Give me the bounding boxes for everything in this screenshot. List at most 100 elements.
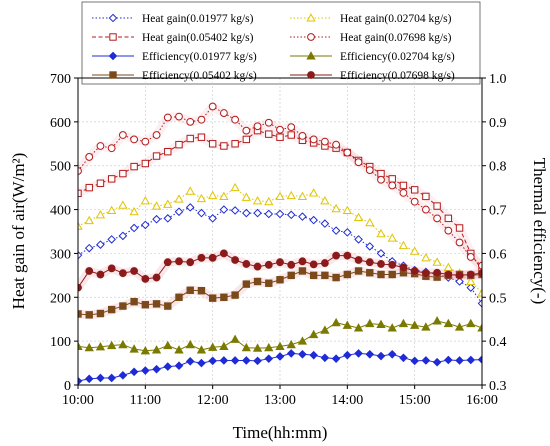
series-heat-gain-0-05402-kg-s-marker bbox=[455, 224, 464, 232]
series-efficiency-0-07698-kg-s-marker bbox=[85, 267, 94, 275]
series-heat-gain-0-07698-kg-s-marker bbox=[433, 214, 442, 223]
series-heat-gain-0-05402-kg-s-marker bbox=[208, 140, 217, 148]
series-heat-gain-0-07698-kg-s-marker bbox=[309, 135, 318, 144]
series-efficiency-0-01977-kg-s-marker bbox=[163, 362, 173, 371]
series-efficiency-0-02704-kg-s-marker bbox=[78, 341, 83, 350]
series-efficiency-0-02704-kg-s-marker bbox=[410, 320, 420, 329]
series-efficiency-0-02704-kg-s-marker bbox=[230, 334, 240, 343]
series-heat-gain-0-05402-kg-s-marker bbox=[85, 183, 93, 192]
legend-item-heat-gain-0-02704-kg-s-marker bbox=[306, 13, 316, 22]
series-efficiency-0-02704-kg-s-marker bbox=[353, 323, 364, 332]
series-efficiency-0-02704-kg-s-marker bbox=[118, 339, 128, 349]
series-heat-gain-0-07698-kg-s-marker bbox=[175, 112, 183, 121]
series-efficiency-0-02704-kg-s-marker bbox=[163, 340, 173, 350]
y2-tick-label: 1.0 bbox=[489, 72, 507, 87]
series-heat-gain-0-05402-kg-s-marker bbox=[265, 130, 273, 138]
series-efficiency-0-02704-kg-s-marker bbox=[84, 342, 94, 352]
legend-item-heat-gain-0-07698-kg-s-label: Heat gain(0.07698 kg/s) bbox=[340, 32, 452, 44]
series-efficiency-0-02704-kg-s-marker bbox=[219, 341, 229, 350]
series-heat-gain-0-05402-kg-s-marker bbox=[433, 202, 441, 210]
series-efficiency-0-01977-kg-s-marker bbox=[466, 355, 476, 365]
series-heat-gain-0-02704-kg-s-marker bbox=[196, 193, 207, 203]
series-heat-gain-0-05402-kg-s-marker bbox=[186, 134, 194, 143]
series-efficiency-0-02704-kg-s-marker bbox=[286, 339, 296, 349]
series-heat-gain-0-01977-kg-s-marker bbox=[264, 209, 274, 219]
series-heat-gain-0-07698-kg-s-marker bbox=[186, 117, 195, 126]
series-heat-gain-0-02704-kg-s-marker bbox=[118, 200, 128, 209]
series-heat-gain-0-07698-kg-s-marker bbox=[85, 153, 94, 161]
series-heat-gain-0-02704-kg-s-marker bbox=[443, 262, 453, 272]
series-efficiency-0-01977-kg-s-marker bbox=[242, 356, 251, 365]
legend-item-efficiency-0-05402-kg-s-marker bbox=[109, 71, 117, 79]
y2-tick-label: 0.3 bbox=[489, 379, 507, 394]
legend-item-efficiency-0-02704-kg-s-marker bbox=[306, 51, 316, 60]
series-efficiency-0-07698-kg-s-marker bbox=[287, 260, 296, 269]
series-efficiency-0-05402-kg-s-marker bbox=[85, 311, 93, 319]
series-heat-gain-0-02704-kg-s-marker bbox=[107, 205, 117, 214]
series-efficiency-0-01977-kg-s-marker bbox=[208, 356, 217, 366]
series-efficiency-0-02704-kg-s-marker bbox=[320, 325, 330, 334]
series-efficiency-0-07698-kg-s-marker bbox=[219, 249, 228, 258]
series-heat-gain-0-05402-kg-s-marker bbox=[399, 181, 408, 190]
series-heat-gain-0-02704-kg-s-marker bbox=[241, 192, 251, 201]
series-efficiency-0-07698-kg-s-marker bbox=[78, 283, 82, 292]
series-heat-gain-0-02704-kg-s-marker bbox=[219, 191, 229, 200]
series-efficiency-0-02704-kg-s bbox=[78, 316, 482, 355]
series-efficiency-0-02704-kg-s-marker bbox=[107, 340, 117, 350]
series-efficiency-0-07698-kg-s-marker bbox=[433, 268, 442, 277]
series-efficiency-0-01977-kg-s-marker bbox=[197, 358, 206, 368]
series-heat-gain-0-02704-kg-s-marker bbox=[398, 240, 409, 250]
series-heat-gain-0-05402-kg-s-marker bbox=[119, 169, 127, 178]
legend-box bbox=[81, 1, 481, 85]
series-efficiency-0-05402-kg-s-marker bbox=[197, 287, 206, 295]
series-efficiency-0-01977-kg-s-marker bbox=[264, 354, 274, 363]
series-heat-gain-0-01977-kg-s-marker bbox=[118, 231, 128, 241]
series-heat-gain-0-05402-kg-s bbox=[78, 126, 482, 274]
series-heat-gain-0-05402-kg-s-marker bbox=[287, 131, 295, 139]
series-heat-gain-0-05402-kg-s-marker bbox=[107, 175, 116, 183]
series-heat-gain-0-07698-kg-s-marker bbox=[276, 125, 284, 134]
series-heat-gain-0-07698-kg-s-marker bbox=[141, 137, 150, 146]
series-heat-gain-0-07698-kg-s-marker bbox=[320, 137, 329, 146]
y2-tick-label: 0.9 bbox=[489, 116, 507, 131]
series-heat-gain-0-07698-kg-s-marker bbox=[421, 205, 430, 214]
series-efficiency-0-07698-kg-s-marker bbox=[478, 269, 482, 278]
series-efficiency-0-01977-kg-s-marker bbox=[174, 361, 184, 371]
legend-item-efficiency-0-01977-kg-s: Efficiency(0.01977 kg/s) bbox=[92, 51, 257, 63]
y2-tick-label: 0.7 bbox=[489, 204, 507, 219]
series-heat-gain-0-07698-kg-s-marker bbox=[130, 135, 139, 144]
series-efficiency-0-02704-kg-s-marker bbox=[432, 316, 442, 325]
y-tick-label: 600 bbox=[50, 116, 71, 131]
y2-tick-label: 0.5 bbox=[489, 291, 507, 306]
series-efficiency-0-01977-kg-s-marker bbox=[354, 349, 363, 358]
series-efficiency-0-07698-kg-s-marker bbox=[175, 257, 183, 266]
series-efficiency-0-01977-kg-s-marker bbox=[96, 373, 105, 383]
series-efficiency-0-05402-kg-s-marker bbox=[107, 305, 116, 314]
series-efficiency-0-01977-kg-s-marker bbox=[219, 356, 229, 365]
series-heat-gain-0-07698-kg-s-marker bbox=[231, 115, 240, 124]
series-efficiency-0-07698-kg-s-marker bbox=[455, 271, 464, 280]
series-heat-gain-0-01977-kg-s-marker bbox=[230, 206, 240, 215]
series-heat-gain-0-02704-kg-s-marker bbox=[129, 206, 139, 216]
series-heat-gain-0-02704-kg-s-marker bbox=[410, 246, 420, 255]
series-efficiency-0-02704-kg-s-marker bbox=[443, 318, 453, 328]
x-tick-label: 13:00 bbox=[264, 393, 296, 408]
series-heat-gain-0-07698-kg-s-marker bbox=[107, 144, 116, 153]
series-heat-gain-0-05402-kg-s-marker bbox=[164, 147, 172, 156]
series-efficiency-0-01977-kg-s-marker bbox=[320, 353, 330, 363]
x-tick-label: 10:00 bbox=[62, 393, 94, 408]
x-tick-label: 15:00 bbox=[399, 393, 431, 408]
series-heat-gain-0-07698-kg-s-marker bbox=[208, 102, 217, 111]
series-efficiency-0-07698-kg-s-marker bbox=[186, 258, 195, 267]
series-efficiency-0-07698-kg-s-marker bbox=[141, 274, 150, 283]
series-efficiency-0-07698-kg-s-marker bbox=[298, 257, 307, 266]
series-heat-gain-0-01977-kg-s-marker bbox=[163, 214, 173, 223]
series-heat-gain-0-02704-kg-s-marker bbox=[309, 188, 319, 197]
series-heat-gain-0-07698-kg-s-marker bbox=[343, 148, 352, 157]
series-efficiency-0-05402-kg-s-marker bbox=[152, 300, 161, 308]
series-efficiency-0-02704-kg-s-marker bbox=[477, 323, 482, 332]
series-heat-gain-0-07698-kg-s-marker bbox=[466, 253, 475, 261]
series-heat-gain-0-01977-kg-s-marker bbox=[208, 214, 217, 223]
series-heat-gain-0-01977-kg-s-marker bbox=[286, 210, 296, 220]
